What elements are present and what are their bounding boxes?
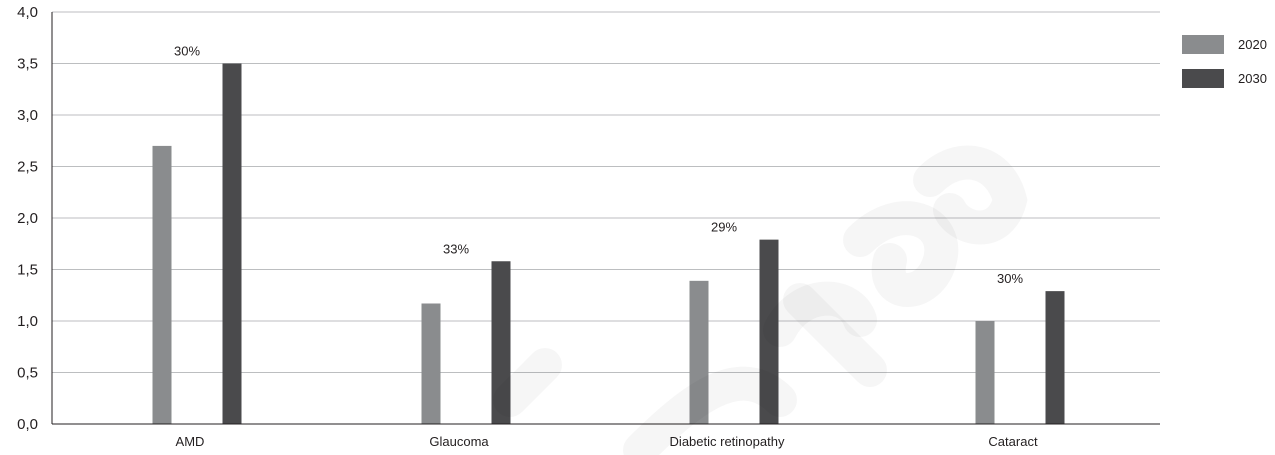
bar-2020-cataract [975, 321, 995, 424]
legend-swatch-2030 [1182, 68, 1224, 88]
y-tick-label: 1,5 [17, 262, 38, 279]
legend-label-2030: 2030 [1238, 70, 1267, 86]
y-tick-label: 0,0 [17, 416, 38, 433]
y-tick-label: 1,0 [17, 313, 38, 330]
bar-2020-diabetic-retinopathy [689, 280, 709, 424]
x-tick-label: Glaucoma [429, 434, 489, 449]
x-tick-label: Diabetic retinopathy [670, 434, 785, 449]
bar-2020-glaucoma [421, 303, 441, 424]
x-axis-ticks: AMD Glaucoma Diabetic retinopathy Cataract [176, 434, 1038, 449]
annotation-label: 33% [443, 241, 469, 256]
annotation-label: 30% [997, 271, 1023, 286]
bar-2030-amd [222, 63, 242, 424]
bars [152, 63, 1065, 424]
y-tick-label: 2,0 [17, 210, 38, 227]
legend-label-2020: 2020 [1238, 36, 1267, 52]
annotation-label: 30% [174, 44, 200, 59]
y-tick-label: 3,5 [17, 56, 38, 73]
y-tick-label: 2,5 [17, 159, 38, 176]
bar-2020-amd [152, 145, 172, 424]
annotations: 30% 33% 29% 30% [174, 44, 1023, 287]
annotation-label: 29% [711, 220, 737, 235]
legend-item-2020: 2020 [1182, 34, 1267, 54]
y-tick-label: 3,0 [17, 107, 38, 124]
x-tick-label: Cataract [988, 434, 1038, 449]
bar-2030-diabetic-retinopathy [759, 239, 779, 424]
legend-item-2030: 2030 [1182, 68, 1267, 88]
y-tick-label: 4,0 [17, 4, 38, 21]
y-axis-ticks: 0,0 0,5 1,0 1,5 2,0 2,5 3,0 3,5 4,0 [17, 4, 38, 433]
legend-swatch-2020 [1182, 34, 1224, 54]
bar-2030-glaucoma [491, 261, 511, 424]
y-tick-label: 0,5 [17, 365, 38, 382]
legend: 2020 2030 [1182, 34, 1267, 102]
gridlines [52, 11, 1160, 373]
bar-2030-cataract [1045, 291, 1065, 424]
x-tick-label: AMD [176, 434, 205, 449]
